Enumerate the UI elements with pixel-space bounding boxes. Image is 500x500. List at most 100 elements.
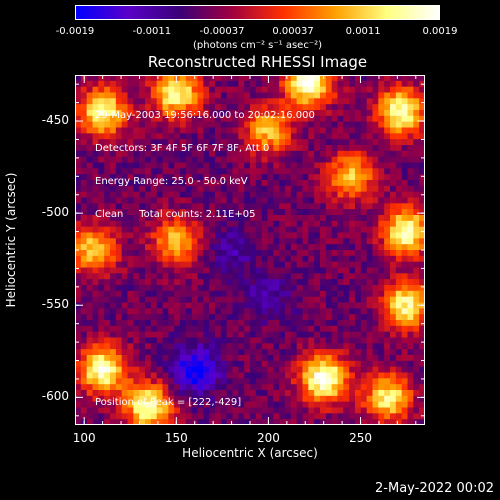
heatmap-cell — [390, 162, 397, 169]
heatmap-cell — [139, 104, 146, 111]
heatmap-cell — [302, 407, 309, 414]
heatmap-cell — [226, 121, 233, 128]
heatmap-cell — [413, 115, 420, 123]
heatmap-cell — [343, 279, 350, 286]
heatmap-cell — [337, 145, 344, 152]
heatmap-cell — [156, 308, 163, 315]
heatmap-cell — [226, 115, 233, 123]
heatmap-cell — [401, 261, 408, 268]
heatmap-cell — [145, 395, 152, 403]
heatmap-cell — [413, 127, 420, 134]
heatmap-cell — [250, 197, 257, 204]
heatmap-cell — [127, 209, 134, 216]
heatmap-cell — [401, 185, 408, 193]
heatmap-cell — [302, 261, 309, 268]
heatmap-cell — [366, 156, 373, 163]
heatmap-cell — [419, 366, 425, 373]
heatmap-cell — [191, 273, 198, 280]
heatmap-cell — [360, 80, 368, 88]
heatmap-cell — [320, 145, 327, 152]
heatmap-cell — [232, 244, 239, 251]
heatmap-cell — [419, 285, 425, 292]
heatmap-cell — [401, 401, 408, 408]
heatmap-cell — [273, 133, 280, 140]
heatmap-cell — [372, 296, 379, 303]
heatmap-cell — [127, 314, 134, 321]
heatmap-cell — [220, 121, 228, 128]
heatmap-cell — [360, 86, 368, 93]
heatmap-cell — [115, 220, 123, 228]
heatmap-cell — [191, 349, 198, 356]
heatmap-cell — [145, 203, 152, 210]
heatmap-cell — [232, 150, 239, 158]
heatmap-cell — [121, 174, 128, 181]
heatmap-cell — [285, 331, 292, 338]
heatmap-cell — [320, 320, 327, 327]
heatmap-cell — [355, 98, 362, 105]
heatmap-cell — [337, 355, 344, 362]
heatmap-cell — [337, 250, 344, 257]
heatmap-cell — [121, 360, 128, 368]
heatmap-cell — [139, 250, 146, 257]
heatmap-cell — [180, 139, 187, 146]
heatmap-cell — [121, 238, 128, 245]
heatmap-cell — [185, 156, 193, 163]
heatmap-cell — [302, 378, 309, 385]
heatmap-cell — [232, 104, 239, 111]
heatmap-cell — [290, 331, 298, 338]
heatmap-cell — [80, 401, 88, 408]
heatmap-cell — [360, 267, 368, 274]
heatmap-cell — [285, 337, 292, 344]
heatmap-cell — [325, 139, 333, 146]
heatmap-cell — [150, 360, 158, 368]
heatmap-cell — [290, 360, 298, 368]
heatmap-cell — [384, 267, 391, 274]
heatmap-cell — [378, 285, 385, 292]
heatmap-cell — [150, 255, 158, 263]
heatmap-cell — [390, 290, 397, 298]
heatmap-cell — [401, 331, 408, 338]
heatmap-cell — [378, 296, 385, 303]
heatmap-cell — [133, 378, 140, 385]
heatmap-cell — [133, 156, 140, 163]
heatmap-cell — [156, 168, 163, 175]
heatmap-cell — [413, 75, 420, 82]
heatmap-cell — [127, 92, 134, 99]
heatmap-cell — [390, 197, 397, 204]
heatmap-cell — [168, 191, 175, 198]
heatmap-cell — [250, 320, 257, 327]
heatmap-cell — [209, 308, 216, 315]
heatmap-cell — [238, 366, 245, 373]
heatmap-cell — [92, 320, 99, 327]
heatmap-cell — [162, 273, 169, 280]
heatmap-cell — [366, 203, 373, 210]
heatmap-cell — [215, 174, 222, 181]
heatmap-cell — [314, 343, 321, 350]
heatmap-cell — [86, 115, 93, 123]
heatmap-cell — [279, 255, 286, 263]
heatmap-cell — [314, 349, 321, 356]
heatmap-cell — [390, 174, 397, 181]
heatmap-cell — [185, 267, 193, 274]
heatmap-cell — [162, 191, 169, 198]
heatmap-cell — [360, 110, 368, 117]
heatmap-cell — [360, 390, 368, 397]
heatmap-cell — [162, 80, 169, 88]
heatmap-cell — [80, 395, 88, 403]
heatmap-cell — [331, 378, 338, 385]
heatmap-cell — [203, 197, 210, 204]
heatmap-cell — [419, 360, 425, 368]
heatmap-cell — [360, 185, 368, 193]
heatmap-cell — [384, 220, 391, 228]
heatmap-cell — [325, 401, 333, 408]
heatmap-cell — [191, 279, 198, 286]
heatmap-cell — [226, 92, 233, 99]
heatmap-cell — [349, 104, 356, 111]
heatmap-cell — [325, 325, 333, 333]
heatmap-cell — [372, 127, 379, 134]
heatmap-cell — [127, 413, 134, 420]
heatmap-cell — [197, 390, 204, 397]
heatmap-cell — [121, 290, 128, 298]
heatmap-cell — [238, 203, 245, 210]
heatmap-cell — [104, 279, 111, 286]
